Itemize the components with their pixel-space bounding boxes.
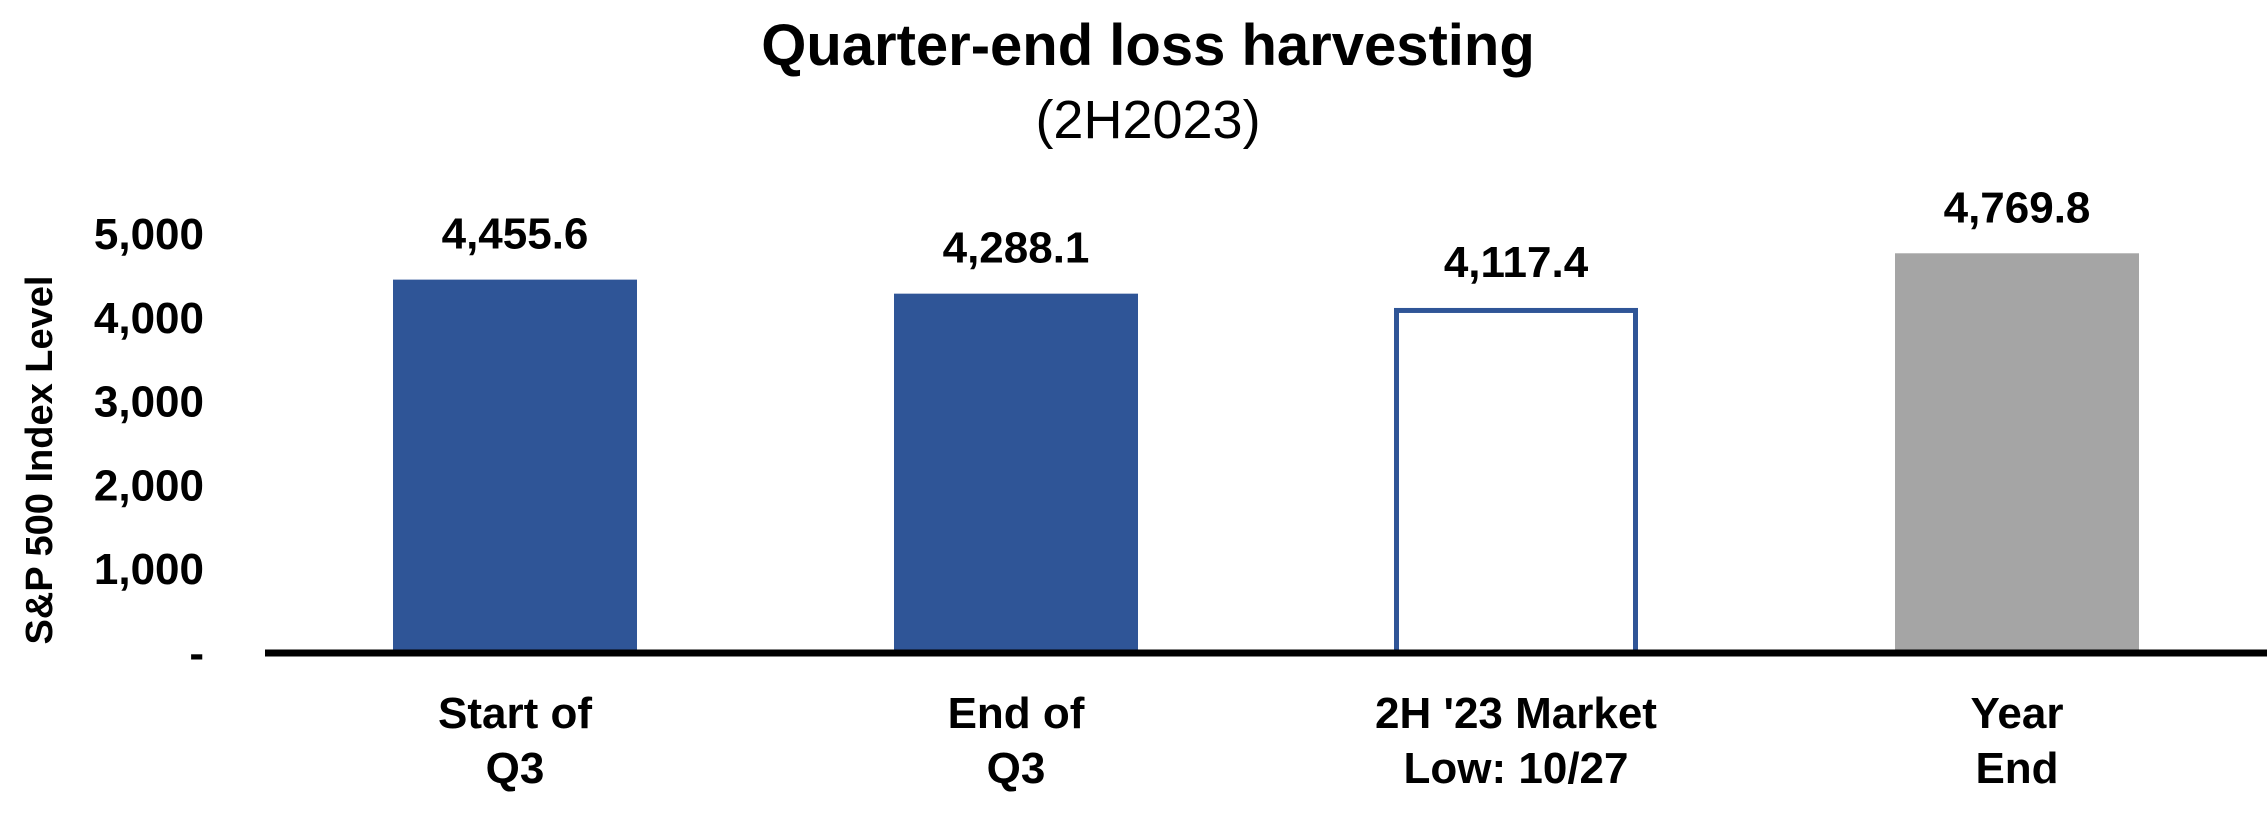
bars [393,253,2139,656]
y-tick-label: 4,000 [94,294,204,343]
x-tick-label: 2H '23 Market [1375,689,1657,738]
y-axis-ticks: - 1,000 2,000 3,000 4,000 5,000 [94,210,204,678]
chart-title: Quarter-end loss harvesting [761,13,1535,78]
data-labels: 4,455.6 4,288.1 4,117.4 4,769.8 [442,183,2091,287]
y-tick-label: 3,000 [94,378,204,427]
x-tick-label: End of [948,689,1085,738]
data-label: 4,455.6 [442,210,589,259]
bar [393,279,637,653]
y-axis-label: S&P 500 Index Level [19,276,61,645]
x-tick-label: Q3 [987,744,1046,793]
data-label: 4,117.4 [1444,238,1589,287]
bar [1895,253,2139,653]
y-tick-label: 5,000 [94,210,204,259]
x-tick-label: Low: 10/27 [1404,744,1629,793]
bar [1394,307,1638,656]
data-label: 4,769.8 [1944,183,2091,232]
x-tick-label: Start of [438,689,592,738]
y-tick-label: - [189,629,204,678]
y-tick-label: 2,000 [94,461,204,510]
x-tick-label: Year [1971,689,2064,738]
data-label: 4,288.1 [943,224,1090,273]
chart-subtitle: (2H2023) [1035,90,1260,150]
x-tick-label: End [1975,744,2058,793]
x-axis-ticks: Start of Q3 End of Q3 2H '23 Market Low: 10/2… [438,689,2063,793]
bar [894,293,1138,653]
x-tick-label: Q3 [486,744,545,793]
y-tick-label: 1,000 [94,545,204,594]
